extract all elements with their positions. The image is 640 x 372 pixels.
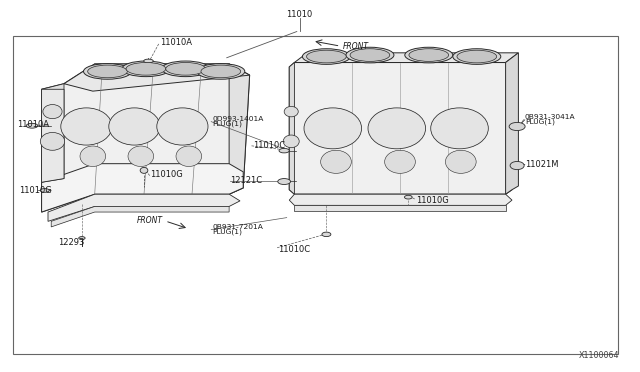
Ellipse shape <box>510 161 524 170</box>
Ellipse shape <box>350 49 390 61</box>
Ellipse shape <box>307 50 346 63</box>
Ellipse shape <box>40 189 49 192</box>
Text: PLUG(1): PLUG(1) <box>212 228 243 235</box>
Text: 11010C: 11010C <box>278 245 310 254</box>
Polygon shape <box>42 64 250 212</box>
Ellipse shape <box>84 64 132 79</box>
Ellipse shape <box>409 49 449 61</box>
Ellipse shape <box>40 132 65 150</box>
Polygon shape <box>229 64 250 194</box>
Text: 11010G: 11010G <box>150 170 183 179</box>
Ellipse shape <box>201 65 241 78</box>
Ellipse shape <box>457 50 497 63</box>
Text: FRONT: FRONT <box>342 42 369 51</box>
Ellipse shape <box>122 61 170 77</box>
Ellipse shape <box>140 167 148 173</box>
Ellipse shape <box>176 146 202 167</box>
Polygon shape <box>289 62 512 194</box>
Polygon shape <box>64 64 250 91</box>
Ellipse shape <box>88 65 127 78</box>
Polygon shape <box>42 84 64 182</box>
Ellipse shape <box>404 195 412 199</box>
Ellipse shape <box>61 108 112 145</box>
Ellipse shape <box>26 123 38 128</box>
Polygon shape <box>289 62 294 194</box>
Text: PLUG(1): PLUG(1) <box>525 119 555 125</box>
Ellipse shape <box>302 49 351 64</box>
Ellipse shape <box>283 135 300 148</box>
Ellipse shape <box>79 237 85 240</box>
Text: 0B931-7201A: 0B931-7201A <box>212 224 263 230</box>
Text: X1100064: X1100064 <box>579 351 620 360</box>
Ellipse shape <box>385 150 415 173</box>
Text: 11010G: 11010G <box>19 186 52 195</box>
Bar <box>13 36 618 354</box>
Polygon shape <box>289 194 512 205</box>
Text: 11010C: 11010C <box>253 141 285 150</box>
Ellipse shape <box>431 108 488 149</box>
Ellipse shape <box>144 59 154 63</box>
Polygon shape <box>42 89 64 182</box>
Text: 11010: 11010 <box>286 10 313 19</box>
Ellipse shape <box>404 47 453 63</box>
Polygon shape <box>42 164 243 212</box>
Text: 11010A: 11010A <box>17 121 49 129</box>
Polygon shape <box>294 53 518 62</box>
Ellipse shape <box>80 146 106 167</box>
Ellipse shape <box>321 150 351 173</box>
Ellipse shape <box>509 122 525 131</box>
Ellipse shape <box>166 62 205 75</box>
Ellipse shape <box>322 232 331 237</box>
Ellipse shape <box>128 146 154 167</box>
Text: 0D993-1401A: 0D993-1401A <box>212 116 264 122</box>
Ellipse shape <box>197 64 244 79</box>
Text: 11010G: 11010G <box>416 196 449 205</box>
Text: 0B931-3041A: 0B931-3041A <box>525 114 575 120</box>
Ellipse shape <box>368 108 426 149</box>
Text: 12293: 12293 <box>58 238 84 247</box>
Ellipse shape <box>445 150 476 173</box>
Polygon shape <box>506 53 518 194</box>
Polygon shape <box>48 194 240 221</box>
Ellipse shape <box>278 179 291 185</box>
Ellipse shape <box>157 108 208 145</box>
Ellipse shape <box>126 62 166 75</box>
Ellipse shape <box>346 47 394 63</box>
Polygon shape <box>294 205 506 211</box>
Ellipse shape <box>109 108 160 145</box>
Text: 11010A: 11010A <box>160 38 192 47</box>
Ellipse shape <box>284 106 298 117</box>
Ellipse shape <box>453 49 501 64</box>
Text: 12121C: 12121C <box>230 176 262 185</box>
Text: 11021M: 11021M <box>525 160 558 169</box>
Ellipse shape <box>304 108 362 149</box>
Polygon shape <box>51 206 229 227</box>
Ellipse shape <box>279 148 289 153</box>
Ellipse shape <box>43 105 62 119</box>
Text: FRONT: FRONT <box>137 216 163 225</box>
Ellipse shape <box>161 61 210 77</box>
Text: PLUG(1): PLUG(1) <box>212 121 243 127</box>
